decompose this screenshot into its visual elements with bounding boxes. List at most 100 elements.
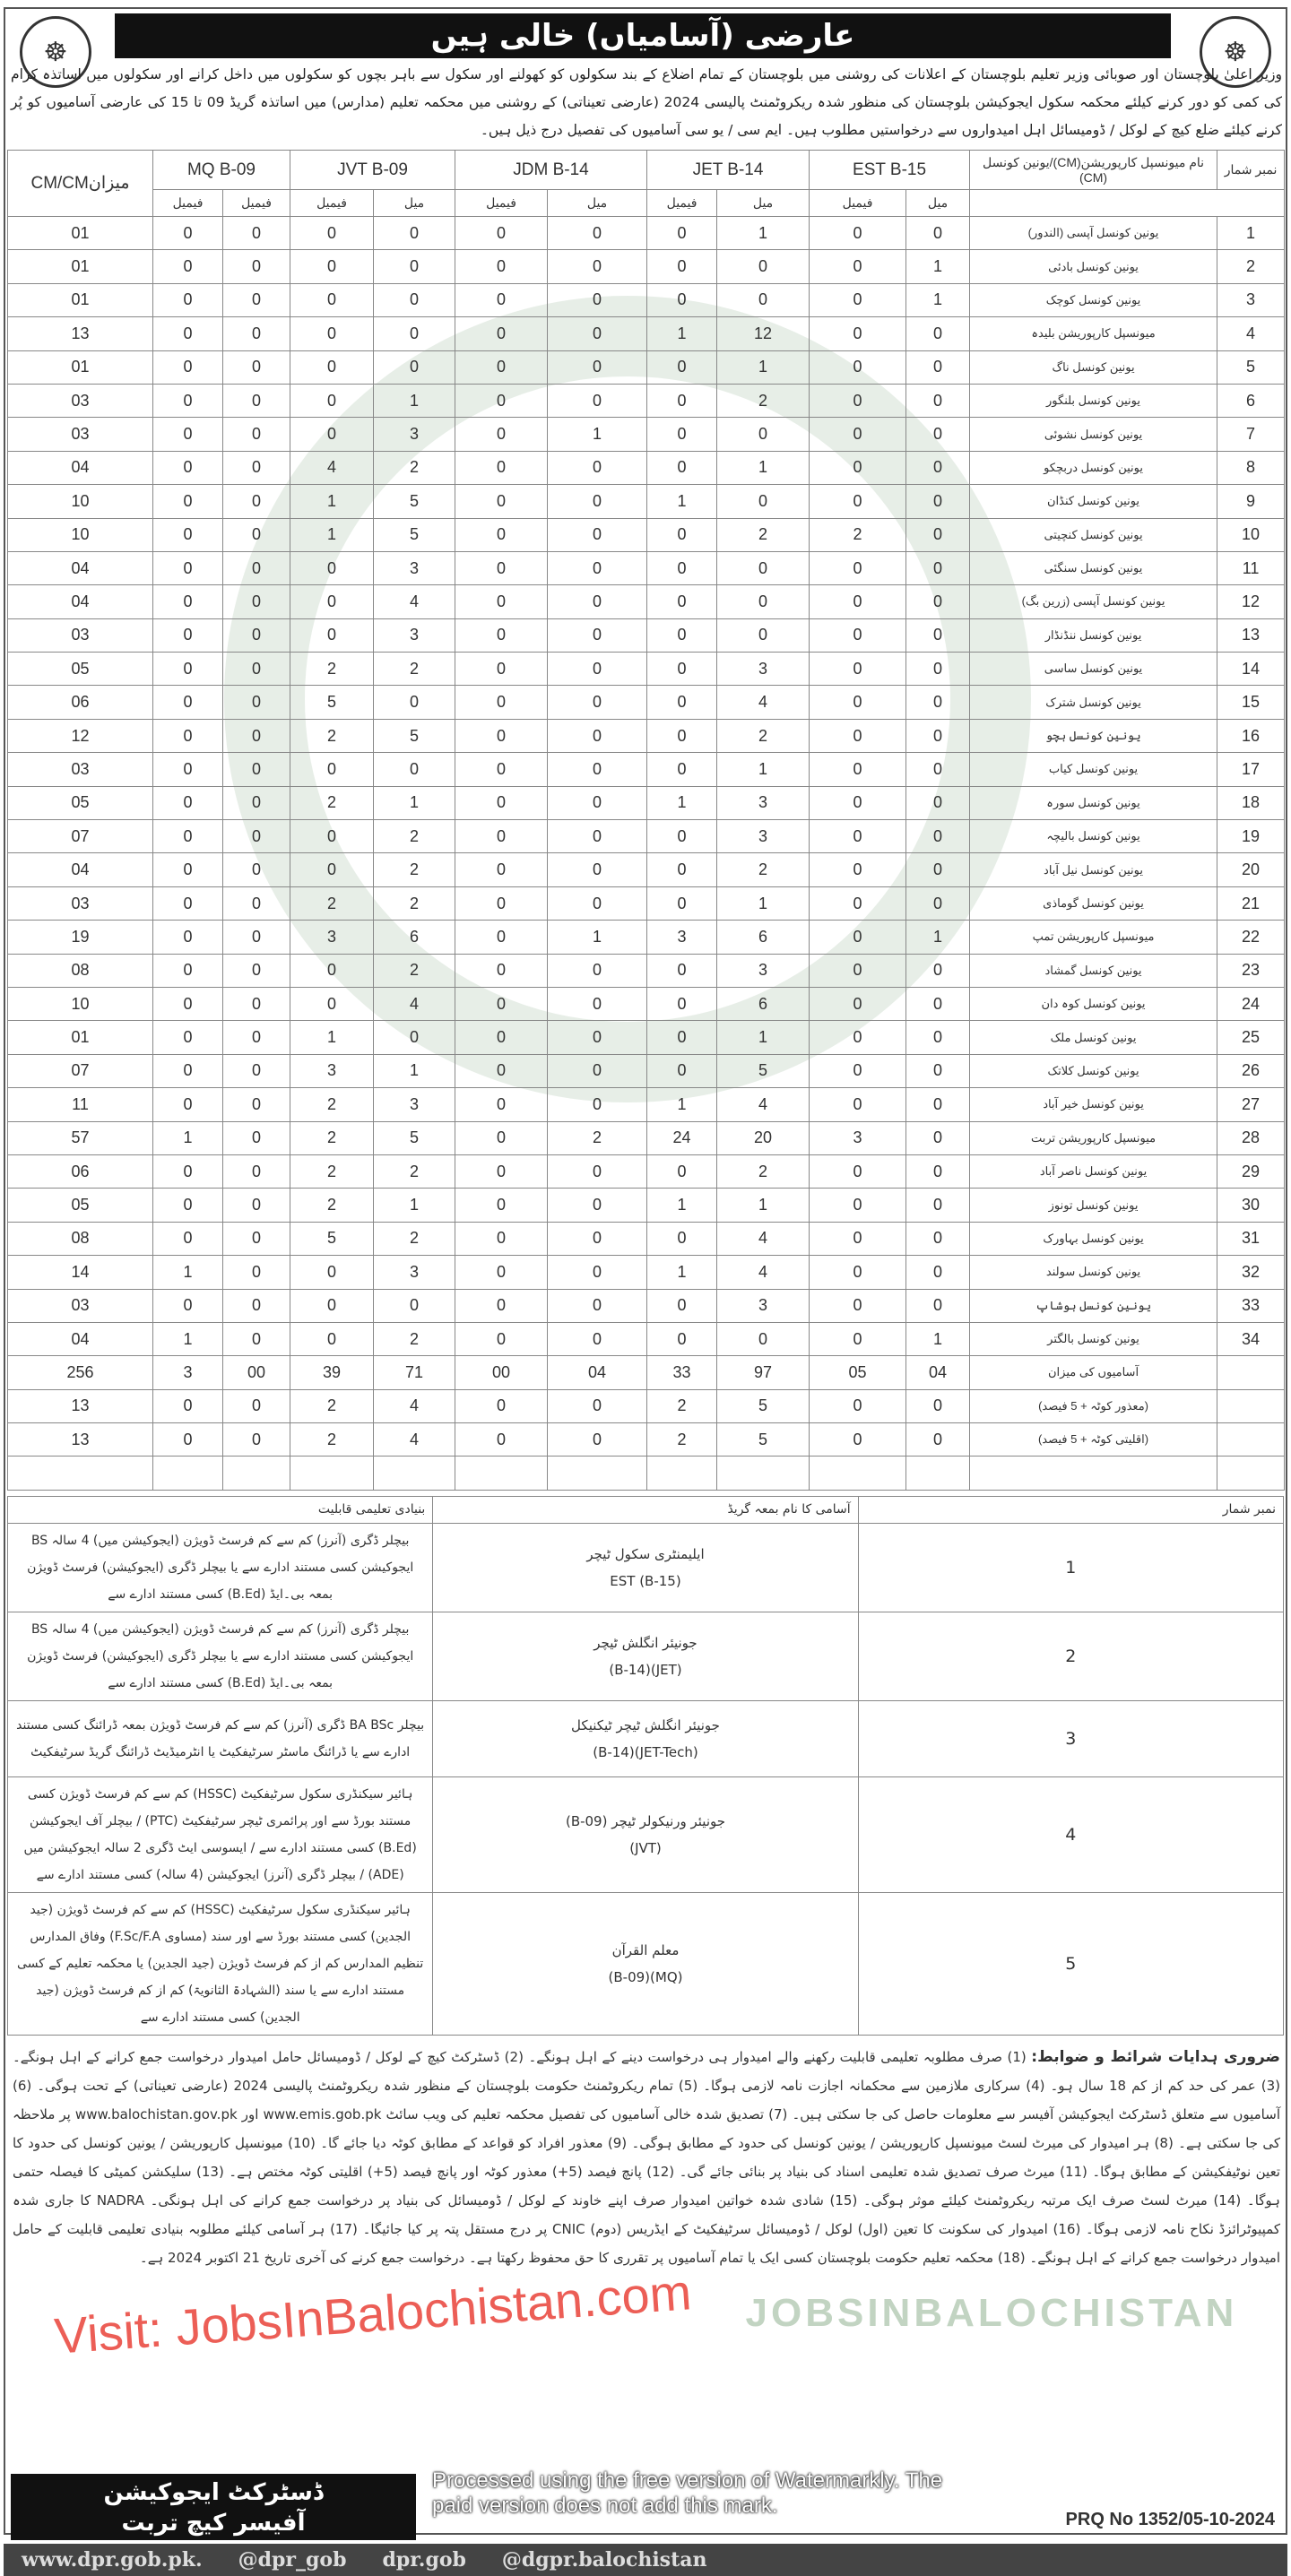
count-cell: 0 (290, 1288, 374, 1323)
total-cell: 07 (7, 819, 153, 854)
count-cell: 5 (372, 517, 456, 552)
table-row: 256 3 00 39 71 00 04 33 97 05 04 آسامیوں کی میزان (7, 1355, 1286, 1390)
table-row: 12 0 0 2 5 0 0 0 2 0 0 یونین کونسل ہچو 16 (7, 718, 1286, 754)
count-cell: 0 (547, 752, 648, 787)
count-cell: 0 (547, 550, 648, 586)
count-cell: 0 (547, 584, 648, 619)
council-name-cell: یونین کونسل گمشاد (969, 953, 1218, 988)
count-cell: 4 (716, 1255, 810, 1290)
total-cell: 03 (7, 618, 153, 653)
count-cell: 0 (809, 886, 907, 921)
total-cell: 01 (7, 1020, 153, 1055)
count-cell: 0 (547, 852, 648, 887)
count-cell: 3 (646, 920, 718, 955)
count-cell: 0 (646, 886, 718, 921)
department-stamp: ڈسٹرکٹ ایجوکیشن آفیسر کیچ تربت (11, 2474, 416, 2540)
count-cell: 0 (455, 1288, 549, 1323)
count-cell: 1 (646, 484, 718, 519)
count-cell: 1 (646, 1188, 718, 1223)
count-cell: 0 (222, 249, 290, 284)
table-row: 03 0 0 0 3 0 1 0 0 0 0 یونین کونسل نشوئی 7 (7, 417, 1286, 452)
count-cell: 0 (152, 383, 223, 419)
qual-header-post: آسامی کا نام بمعہ گریڈ (432, 1495, 859, 1524)
twitter-link[interactable]: @dpr_gob (238, 2548, 347, 2572)
count-cell: 0 (547, 685, 648, 720)
count-cell: 0 (222, 1020, 290, 1055)
count-cell: 0 (455, 550, 549, 586)
council-name-cell: یونین کونسل بلنگور (969, 383, 1218, 419)
count-cell: 0 (152, 652, 223, 687)
count-cell: 0 (152, 1053, 223, 1089)
count-cell: 0 (290, 819, 374, 854)
serial-cell: 20 (1217, 852, 1286, 887)
serial-cell: 25 (1217, 1020, 1286, 1055)
qualification-row: ہائیر سیکنڈری سکول سرٹیفکیٹ (HSSC) کم سے… (6, 1776, 1285, 1893)
count-cell: 0 (646, 852, 718, 887)
count-cell: 0 (152, 920, 223, 955)
count-cell: 0 (290, 417, 374, 452)
count-cell: 0 (222, 1154, 290, 1189)
count-cell: 0 (905, 1053, 971, 1089)
serial-cell: 24 (1217, 986, 1286, 1022)
count-cell: 97 (716, 1355, 810, 1390)
count-cell: 0 (290, 1321, 374, 1357)
total-cell: 03 (7, 886, 153, 921)
count-cell: 2 (290, 1087, 374, 1122)
count-cell: 0 (646, 1154, 718, 1189)
count-cell: 0 (152, 718, 223, 754)
count-cell: 0 (547, 1255, 648, 1290)
total-cell: 08 (7, 953, 153, 988)
count-cell (809, 1456, 907, 1491)
post-name-urdu: جونیئر انگلش ٹیچر (594, 1634, 697, 1651)
count-cell: 0 (222, 484, 290, 519)
post-name-urdu: ایلیمنٹری سکول ٹیچر (586, 1545, 705, 1562)
count-cell: 4 (372, 986, 456, 1022)
council-name-cell: یونین کونسل کلاتک (969, 1053, 1218, 1089)
table-row: 01 0 0 1 0 0 0 0 1 0 0 یونین کونسل ملک 25 (7, 1020, 1286, 1055)
count-cell: 0 (905, 886, 971, 921)
post-name: جونیئر ورنیکولر ٹیچر (B-09) (JVT) (432, 1776, 859, 1893)
count-cell: 0 (290, 316, 374, 351)
count-cell: 0 (222, 550, 290, 586)
table-row: 06 0 0 5 0 0 0 0 4 0 0 یونین کونسل شترک 15 (7, 685, 1286, 720)
count-cell: 1 (152, 1120, 223, 1155)
count-cell: 1 (290, 1020, 374, 1055)
count-cell: 5 (290, 685, 374, 720)
count-cell: 2 (290, 652, 374, 687)
count-cell: 0 (809, 584, 907, 619)
qualification-row: بیچلر BA BSc ڈگری (آنرز) کم سے کم فرسٹ ڈ… (6, 1699, 1285, 1777)
qualification-table: بنیادی تعلیمی قابلیت آسامی کا نام بمعہ گ… (6, 1495, 1285, 2036)
count-cell: 0 (547, 484, 648, 519)
count-cell: 0 (547, 652, 648, 687)
council-name-cell: یونین کونسل گوماذی (969, 886, 1218, 921)
count-cell: 0 (152, 986, 223, 1022)
post-name-urdu: جونیئر انگلش ٹیچر ٹیکنیکل (571, 1716, 720, 1733)
count-cell: 0 (905, 852, 971, 887)
count-cell: 0 (809, 1221, 907, 1257)
count-cell: 3 (809, 1120, 907, 1155)
instagram-link[interactable]: dpr.gob (382, 2548, 466, 2572)
count-cell: 0 (809, 316, 907, 351)
count-cell: 2 (716, 852, 810, 887)
count-cell: 0 (905, 350, 971, 385)
sub-male: میل (905, 189, 971, 217)
count-cell: 0 (455, 718, 549, 754)
count-cell: 3 (372, 550, 456, 586)
count-cell: 0 (809, 1388, 907, 1424)
count-cell: 0 (455, 517, 549, 552)
count-cell: 1 (646, 316, 718, 351)
website-link[interactable]: www.dpr.gob.pk. (22, 2548, 203, 2572)
count-cell: 04 (547, 1355, 648, 1390)
council-name-cell: یونین کونسل ملک (969, 1020, 1218, 1055)
facebook-link[interactable]: @dgpr.balochistan (501, 2548, 707, 2572)
table-row: 01 0 0 0 0 0 0 0 1 0 0 یونین کونسل آپسی (الندور) 1 (7, 215, 1286, 251)
council-name-cell: یونین کونسل ساسی (969, 652, 1218, 687)
post-code: (MQ)(B-09) (608, 1968, 683, 1985)
count-cell: 0 (152, 484, 223, 519)
count-cell: 2 (290, 1422, 374, 1457)
total-cell: 13 (7, 1422, 153, 1457)
count-cell: 0 (372, 1020, 456, 1055)
count-cell: 0 (905, 550, 971, 586)
count-cell: 5 (372, 1120, 456, 1155)
header-total: CM/CMمیزان (7, 150, 153, 217)
